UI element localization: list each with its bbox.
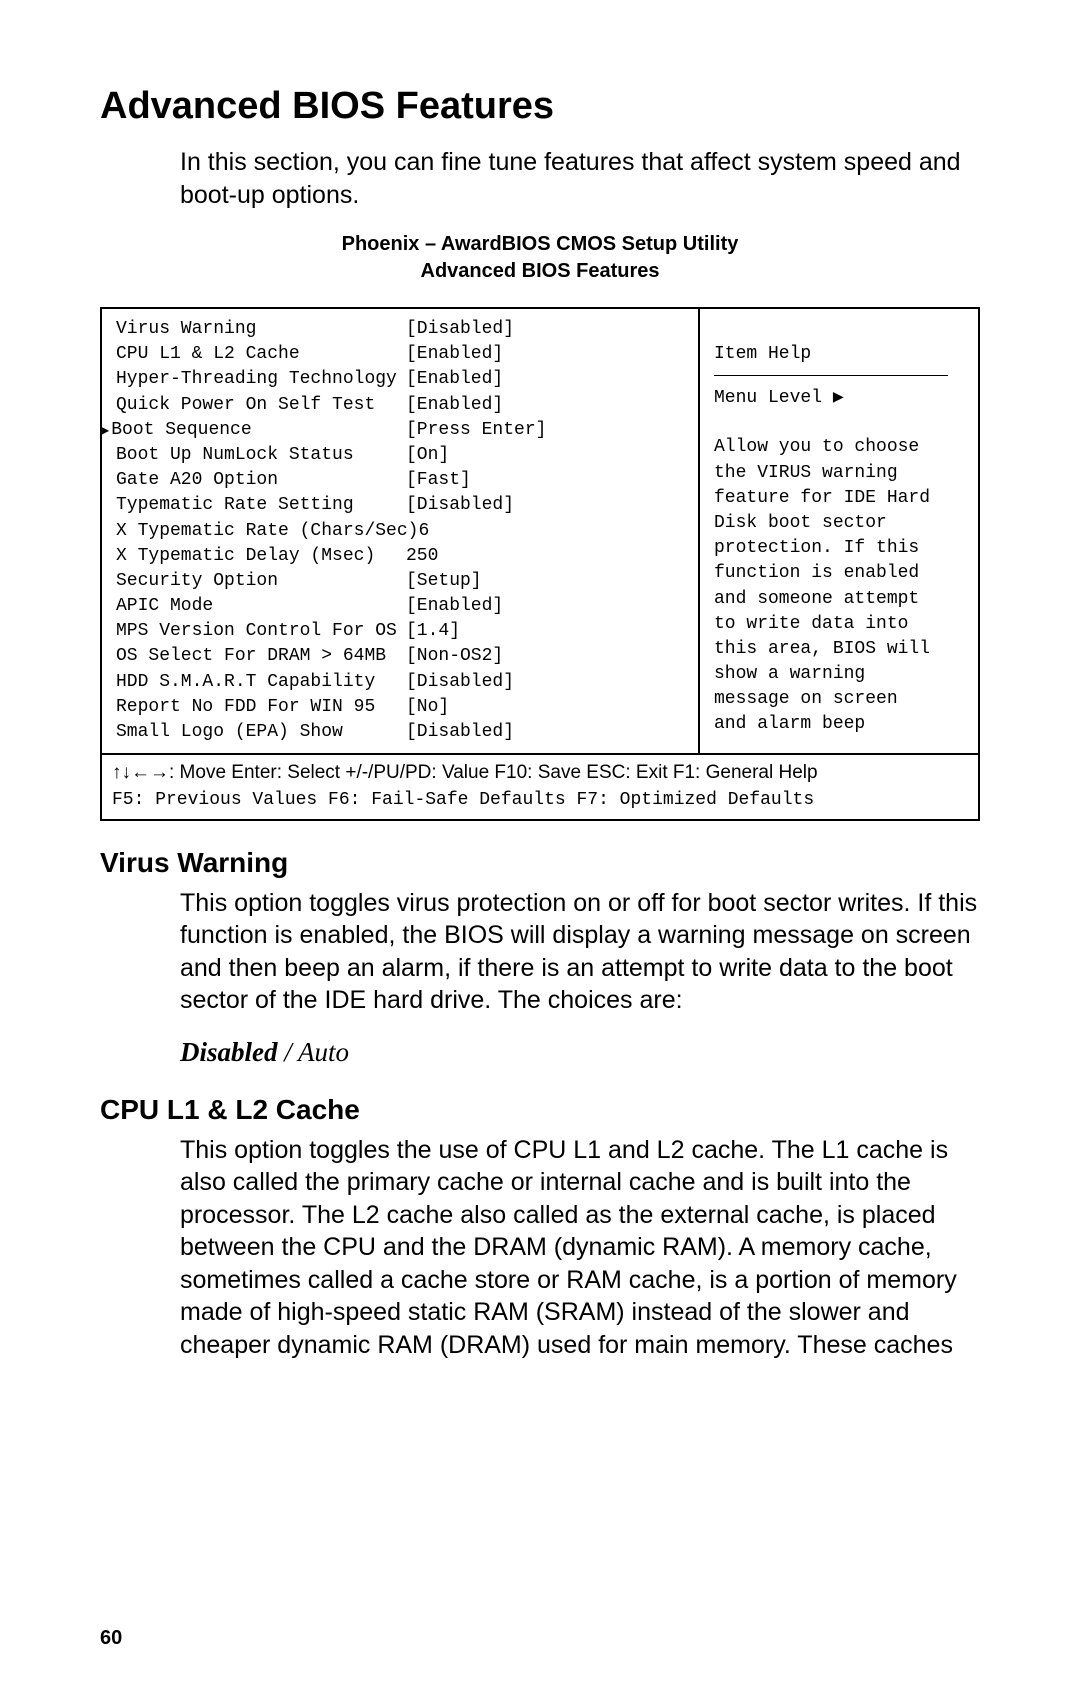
bios-setting-value: 6 [418, 519, 429, 544]
bios-setting-value: [Disabled] [406, 493, 514, 518]
bios-header-line2: Advanced BIOS Features [100, 258, 980, 285]
bios-setting-row[interactable]: MPS Version Control For OS[1.4] [116, 619, 690, 644]
bios-setting-label: X Typematic Delay (Msec) [116, 544, 406, 569]
section-body: This option toggles virus protection on … [180, 887, 980, 1017]
bios-setting-label: OS Select For DRAM > 64MB [116, 644, 406, 669]
bios-setting-label: Hyper-Threading Technology [116, 367, 406, 392]
nav-line-1: ↑↓←→: Move Enter: Select +/-/PU/PD: Valu… [112, 759, 968, 787]
section-heading: Virus Warning [100, 847, 980, 879]
choice-default: Disabled [180, 1037, 278, 1067]
bios-setting-row[interactable]: Gate A20 Option[Fast] [116, 468, 690, 493]
bios-setting-value: [Enabled] [406, 367, 503, 392]
bios-setting-row[interactable]: Small Logo (EPA) Show[Disabled] [116, 720, 690, 745]
bios-setting-value: [Non-OS2] [406, 644, 503, 669]
bios-setting-label: MPS Version Control For OS [116, 619, 406, 644]
help-text-line: Disk boot sector [714, 511, 968, 536]
bios-header: Phoenix – AwardBIOS CMOS Setup Utility A… [100, 231, 980, 285]
help-text-line: show a warning [714, 662, 968, 687]
bios-table: Virus Warning[Disabled]CPU L1 & L2 Cache… [100, 307, 980, 821]
menu-level: Menu Level ▶ [714, 386, 968, 411]
bios-help-column: Item Help Menu Level ▶ Allow you to choo… [698, 309, 978, 753]
bios-setting-label: Boot Up NumLock Status [116, 443, 406, 468]
bios-table-top: Virus Warning[Disabled]CPU L1 & L2 Cache… [102, 309, 978, 753]
bios-setting-value: [Disabled] [406, 670, 514, 695]
bios-setting-label: Typematic Rate Setting [116, 493, 406, 518]
sections-container: Virus Warning This option toggles virus p… [100, 847, 980, 1362]
item-help-title: Item Help [714, 317, 968, 367]
bios-setting-row[interactable]: Typematic Rate Setting[Disabled] [116, 493, 690, 518]
page-number: 60 [100, 1627, 122, 1650]
bios-setting-row[interactable]: X Typematic Rate (Chars/Sec)6 [116, 519, 690, 544]
nav-line-2: F5: Previous Values F6: Fail-Safe Defaul… [112, 787, 968, 813]
choice-separator: / [278, 1037, 299, 1067]
choice-alt: Auto [298, 1037, 349, 1067]
bios-setting-label: X Typematic Rate (Chars/Sec) [116, 519, 418, 544]
bios-setting-value: [Disabled] [406, 317, 514, 342]
help-text-line: Allow you to choose [714, 435, 968, 460]
bios-setting-row[interactable]: Boot Up NumLock Status[On] [116, 443, 690, 468]
bios-setting-label: CPU L1 & L2 Cache [116, 342, 406, 367]
help-text-line: and alarm beep [714, 712, 968, 737]
bios-setting-label: Small Logo (EPA) Show [116, 720, 406, 745]
bios-setting-value: [Setup] [406, 569, 482, 594]
help-text-line: function is enabled [714, 561, 968, 586]
bios-setting-label: HDD S.M.A.R.T Capability [116, 670, 406, 695]
bios-setting-label: Virus Warning [116, 317, 406, 342]
bios-setting-value: [Press Enter] [406, 418, 546, 443]
help-divider [714, 375, 948, 376]
bios-setting-label: Security Option [116, 569, 406, 594]
help-text-line: and someone attempt [714, 587, 968, 612]
bios-setting-label: Gate A20 Option [116, 468, 406, 493]
section-choices: Disabled / Auto [180, 1037, 980, 1068]
section-heading: CPU L1 & L2 Cache [100, 1094, 980, 1126]
bios-setting-row[interactable]: OS Select For DRAM > 64MB[Non-OS2] [116, 644, 690, 669]
bios-setting-label: Quick Power On Self Test [116, 393, 406, 418]
help-text-line: protection. If this [714, 536, 968, 561]
bios-setting-label: APIC Mode [116, 594, 406, 619]
bios-setting-row[interactable]: X Typematic Delay (Msec)250 [116, 544, 690, 569]
bios-setting-value: 250 [406, 544, 438, 569]
bios-setting-value: [Disabled] [406, 720, 514, 745]
bios-setting-value: [No] [406, 695, 449, 720]
page-title: Advanced BIOS Features [100, 85, 980, 128]
bios-setting-label: Report No FDD For WIN 95 [116, 695, 406, 720]
bios-nav-bar: ↑↓←→: Move Enter: Select +/-/PU/PD: Valu… [102, 753, 978, 819]
section-body: This option toggles the use of CPU L1 an… [180, 1134, 980, 1362]
help-text-line: the VIRUS warning [714, 461, 968, 486]
bios-setting-row[interactable]: Quick Power On Self Test[Enabled] [116, 393, 690, 418]
help-text-line: to write data into [714, 612, 968, 637]
bios-settings-column: Virus Warning[Disabled]CPU L1 & L2 Cache… [102, 309, 698, 753]
bios-setting-row[interactable]: Virus Warning[Disabled] [116, 317, 690, 342]
bios-setting-row[interactable]: APIC Mode[Enabled] [116, 594, 690, 619]
bios-setting-row[interactable]: HDD S.M.A.R.T Capability[Disabled] [116, 670, 690, 695]
bios-setting-value: [On] [406, 443, 449, 468]
bios-setting-row[interactable]: CPU L1 & L2 Cache[Enabled] [116, 342, 690, 367]
help-text-line: message on screen [714, 687, 968, 712]
bios-setting-row[interactable]: Hyper-Threading Technology[Enabled] [116, 367, 690, 392]
intro-paragraph: In this section, you can fine tune featu… [180, 146, 980, 211]
bios-header-line1: Phoenix – AwardBIOS CMOS Setup Utility [100, 231, 980, 258]
bios-setting-label: Boot Sequence [116, 418, 406, 443]
bios-setting-row[interactable]: Boot Sequence[Press Enter] [116, 418, 690, 443]
bios-setting-value: [1.4] [406, 619, 460, 644]
bios-setting-value: [Enabled] [406, 594, 503, 619]
help-text-line: feature for IDE Hard [714, 486, 968, 511]
bios-setting-value: [Enabled] [406, 393, 503, 418]
help-text: Allow you to choosethe VIRUS warningfeat… [714, 435, 968, 737]
bios-setting-row[interactable]: Report No FDD For WIN 95[No] [116, 695, 690, 720]
bios-setting-row[interactable]: Security Option[Setup] [116, 569, 690, 594]
help-text-line: this area, BIOS will [714, 637, 968, 662]
bios-setting-value: [Enabled] [406, 342, 503, 367]
bios-setting-value: [Fast] [406, 468, 471, 493]
